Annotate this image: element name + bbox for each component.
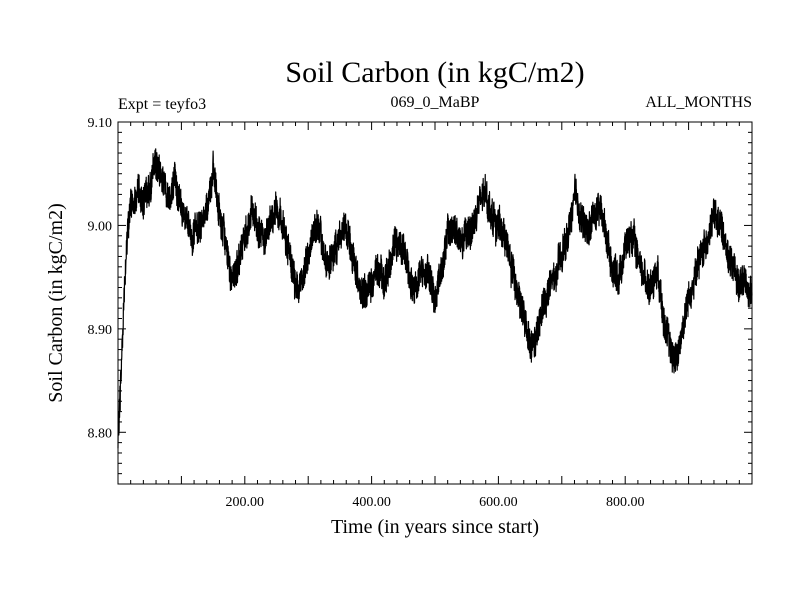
series-line-soil-carbon bbox=[117, 148, 753, 449]
chart-title: Soil Carbon (in kgC/m2) bbox=[285, 56, 584, 89]
x-tick-label: 800.00 bbox=[606, 495, 645, 510]
subtitle-center: 069_0_MaBP bbox=[391, 94, 480, 111]
x-axis: 200.00 400.00 600.00 800.00 bbox=[117, 122, 753, 510]
y-tick-label: 8.90 bbox=[88, 323, 113, 338]
y-tick-label: 9.00 bbox=[88, 219, 113, 234]
plot-layer bbox=[117, 148, 753, 449]
subtitle-left: Expt = teyfo3 bbox=[118, 96, 206, 113]
x-axis-label: Time (in years since start) bbox=[331, 516, 539, 538]
y-axis-label: Soil Carbon (in kgC/m2) bbox=[45, 203, 67, 402]
x-tick-label: 600.00 bbox=[479, 495, 518, 510]
y-axis: 8.80 8.90 9.00 9.10 bbox=[88, 116, 752, 485]
y-tick-label: 9.10 bbox=[88, 116, 113, 131]
x-tick-label: 400.00 bbox=[352, 495, 391, 510]
subtitle-right: ALL_MONTHS bbox=[645, 94, 752, 111]
y-tick-label: 8.80 bbox=[88, 426, 113, 441]
x-tick-label: 200.00 bbox=[226, 495, 265, 510]
